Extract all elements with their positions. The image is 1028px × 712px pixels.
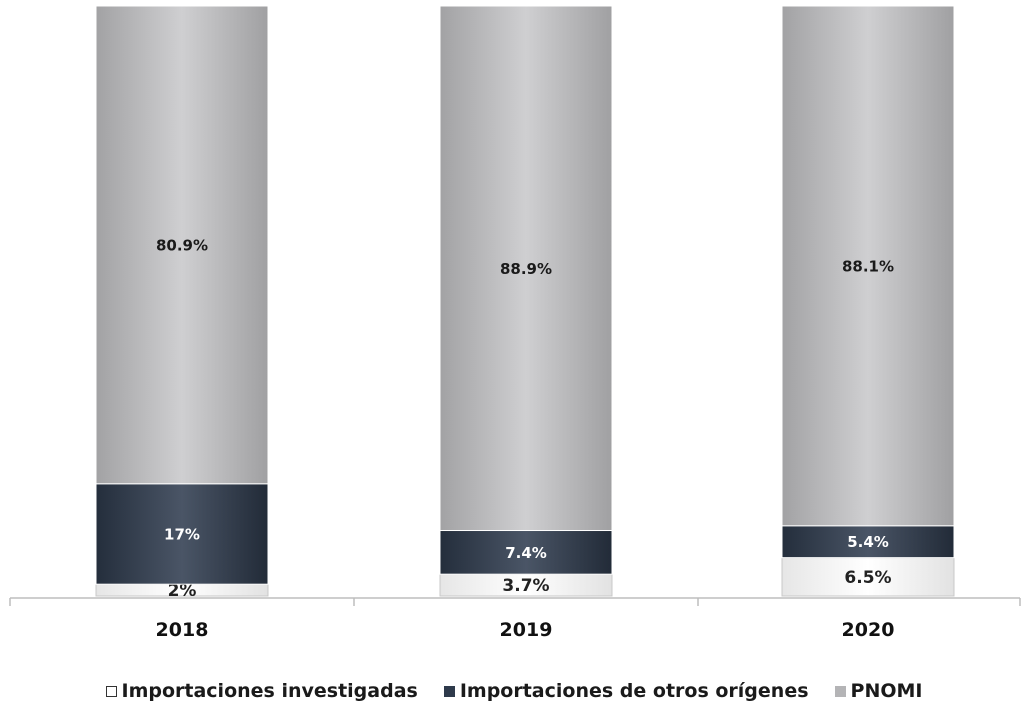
bar-segment-importaciones-de-otros-origenes-2020: [781, 525, 955, 559]
legend: Importaciones investigadas Importaciones…: [0, 680, 1028, 702]
bar-segment-pnomi-2019: [439, 5, 613, 532]
x-tick-label-2019: 2019: [500, 619, 553, 641]
bar-segment-pnomi-2018: [95, 5, 269, 485]
legend-swatch-white: [105, 685, 117, 697]
data-label-importaciones-de-otros-origenes-2019: 7.4%: [505, 544, 547, 562]
legend-item-importaciones-investigadas: Importaciones investigadas: [105, 680, 418, 702]
data-label-importaciones-de-otros-origenes-2018: 17%: [164, 525, 200, 543]
legend-label: Importaciones investigadas: [121, 680, 418, 702]
x-tick-label-2020: 2020: [842, 619, 895, 641]
legend-item-pnomi: PNOMI: [834, 680, 923, 702]
data-label-pnomi-2018: 80.9%: [156, 236, 208, 254]
bar-segment-pnomi-2020: [781, 5, 955, 527]
data-label-pnomi-2020: 88.1%: [842, 257, 894, 275]
data-label-importaciones-investigadas-2020: 6.5%: [844, 568, 891, 588]
data-label-importaciones-investigadas-2018: 2%: [168, 581, 197, 601]
data-label-importaciones-investigadas-2019: 3.7%: [502, 576, 549, 596]
x-axis-ticks: 2018 2019 2020: [9, 598, 1021, 641]
legend-swatch-navy: [443, 685, 455, 697]
legend-item-importaciones-otros: Importaciones de otros orígenes: [443, 680, 809, 702]
bar-segment-importaciones-investigadas-2020: [781, 557, 955, 597]
data-label-importaciones-de-otros-origenes-2020: 5.4%: [847, 533, 889, 551]
data-label-pnomi-2019: 88.9%: [500, 260, 552, 278]
bar-segment-importaciones-de-otros-origenes-2019: [439, 530, 613, 575]
legend-label: Importaciones de otros orígenes: [459, 680, 809, 702]
legend-label: PNOMI: [850, 680, 923, 702]
bars-group: 2% 17% 80.9% 3.7% 7.4% 88.9% 6.5% 5.4% 88.1%: [95, 5, 955, 601]
x-tick-label-2018: 2018: [156, 619, 209, 641]
bar-segment-importaciones-de-otros-origenes-2018: [95, 483, 269, 585]
legend-swatch-gray: [834, 685, 846, 697]
